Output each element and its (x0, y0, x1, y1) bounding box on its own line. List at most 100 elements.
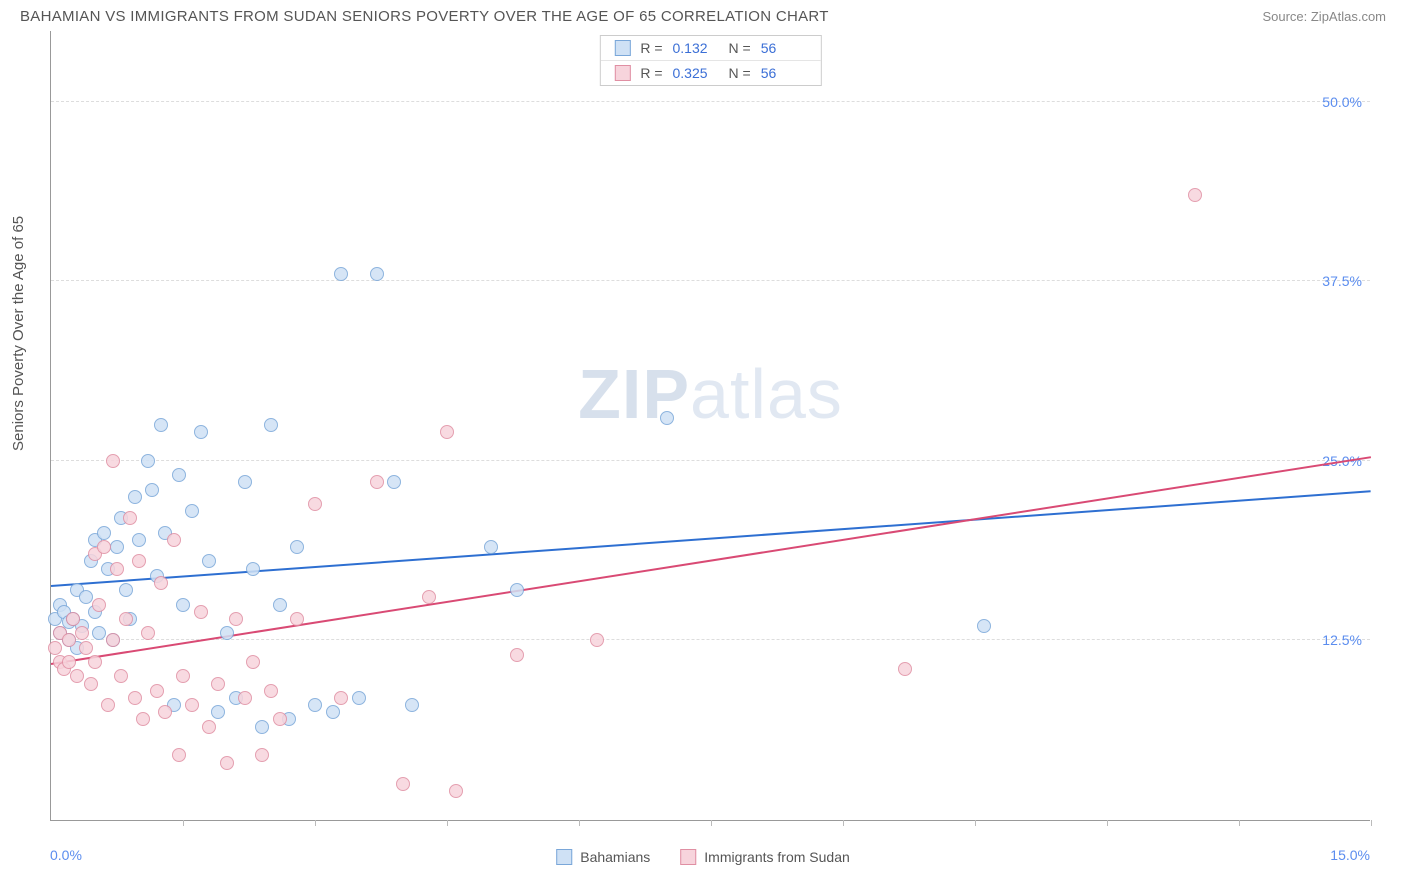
scatter-point (145, 483, 159, 497)
scatter-point (246, 655, 260, 669)
y-axis-label: Seniors Poverty Over the Age of 65 (10, 216, 27, 451)
y-tick-label: 12.5% (1322, 632, 1362, 648)
x-tick (843, 820, 844, 826)
legend-label: Immigrants from Sudan (704, 849, 850, 865)
watermark: ZIPatlas (578, 354, 843, 434)
scatter-point (211, 705, 225, 719)
stat-r-label: R = (640, 40, 662, 56)
scatter-point (123, 511, 137, 525)
scatter-point (370, 267, 384, 281)
scatter-point (97, 526, 111, 540)
gridline-h (51, 280, 1370, 281)
x-origin-label: 0.0% (50, 847, 82, 863)
x-tick (1371, 820, 1372, 826)
scatter-point (185, 698, 199, 712)
scatter-point (119, 612, 133, 626)
scatter-point (84, 677, 98, 691)
scatter-point (172, 748, 186, 762)
scatter-point (141, 626, 155, 640)
scatter-point (422, 590, 436, 604)
x-tick (447, 820, 448, 826)
x-tick (975, 820, 976, 826)
bottom-legend: Bahamians Immigrants from Sudan (556, 849, 850, 865)
legend-item: Bahamians (556, 849, 650, 865)
scatter-point (334, 267, 348, 281)
scatter-point (167, 533, 181, 547)
scatter-point (238, 475, 252, 489)
x-tick (1239, 820, 1240, 826)
scatter-point (62, 655, 76, 669)
scatter-point (158, 705, 172, 719)
scatter-point (70, 669, 84, 683)
scatter-point (141, 454, 155, 468)
scatter-point (185, 504, 199, 518)
scatter-point (484, 540, 498, 554)
gridline-h (51, 460, 1370, 461)
scatter-point (128, 691, 142, 705)
scatter-point (128, 490, 142, 504)
scatter-point (66, 612, 80, 626)
stat-r-label: R = (640, 65, 662, 81)
x-tick (315, 820, 316, 826)
scatter-point (255, 748, 269, 762)
scatter-point (264, 684, 278, 698)
scatter-point (132, 533, 146, 547)
scatter-point (387, 475, 401, 489)
scatter-point (590, 633, 604, 647)
scatter-point (176, 669, 190, 683)
scatter-point (110, 540, 124, 554)
legend-label: Bahamians (580, 849, 650, 865)
scatter-point (977, 619, 991, 633)
scatter-point (510, 583, 524, 597)
scatter-point (1188, 188, 1202, 202)
scatter-point (308, 698, 322, 712)
scatter-point (154, 418, 168, 432)
scatter-point (898, 662, 912, 676)
x-tick (1107, 820, 1108, 826)
x-tick (711, 820, 712, 826)
stat-n-label: N = (729, 65, 751, 81)
scatter-point (132, 554, 146, 568)
scatter-point (194, 605, 208, 619)
source-label: Source: ZipAtlas.com (1262, 9, 1386, 24)
scatter-point (110, 562, 124, 576)
y-tick-label: 50.0% (1322, 94, 1362, 110)
scatter-point (660, 411, 674, 425)
scatter-point (352, 691, 366, 705)
scatter-point (326, 705, 340, 719)
scatter-point (202, 554, 216, 568)
stat-n-value: 56 (761, 65, 807, 81)
plot-area: ZIPatlas R =0.132N =56R =0.325N =56 12.5… (50, 31, 1370, 821)
stat-r-value: 0.325 (673, 65, 719, 81)
scatter-point (449, 784, 463, 798)
scatter-point (246, 562, 260, 576)
scatter-point (106, 633, 120, 647)
scatter-point (92, 626, 106, 640)
x-max-label: 15.0% (1330, 847, 1370, 863)
scatter-point (194, 425, 208, 439)
legend-swatch (614, 65, 630, 81)
x-tick (183, 820, 184, 826)
y-tick-label: 37.5% (1322, 273, 1362, 289)
stat-n-value: 56 (761, 40, 807, 56)
scatter-point (264, 418, 278, 432)
scatter-point (172, 468, 186, 482)
scatter-point (229, 612, 243, 626)
legend-swatch (680, 849, 696, 865)
chart-container: Seniors Poverty Over the Age of 65 ZIPat… (0, 31, 1406, 881)
stats-row: R = 0.325 N = 56 (600, 60, 820, 85)
scatter-point (136, 712, 150, 726)
legend-swatch (556, 849, 572, 865)
scatter-point (396, 777, 410, 791)
watermark-rest: atlas (690, 355, 843, 433)
scatter-point (150, 684, 164, 698)
scatter-point (202, 720, 216, 734)
stats-row: R =0.132N =56 (600, 36, 820, 60)
scatter-point (154, 576, 168, 590)
scatter-point (440, 425, 454, 439)
scatter-point (97, 540, 111, 554)
scatter-point (290, 540, 304, 554)
scatter-point (75, 626, 89, 640)
gridline-h (51, 101, 1370, 102)
scatter-point (106, 454, 120, 468)
